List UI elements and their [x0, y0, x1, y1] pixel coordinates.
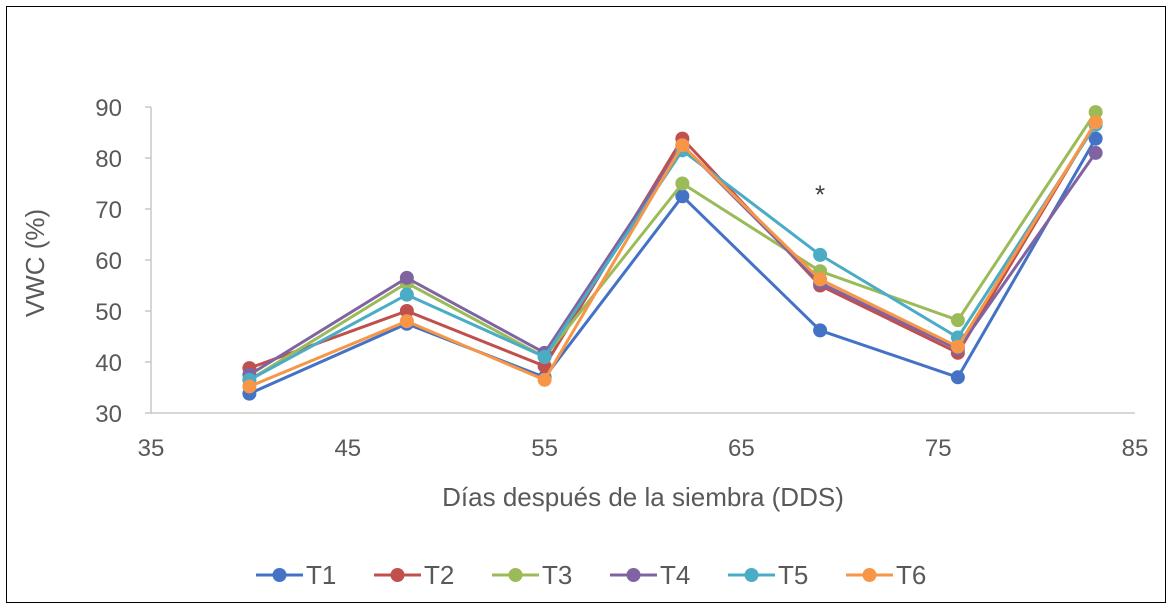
y-tick-labels: 30 40 50 60 70 80 90: [95, 95, 122, 428]
data-point-t1: [675, 189, 690, 204]
data-point-t4: [1088, 145, 1103, 160]
data-point-t6: [537, 372, 552, 387]
axes: [145, 106, 1135, 414]
y-tick-label: 70: [95, 197, 122, 224]
legend: T1 T2 T3 T4 T5 T6: [256, 560, 926, 590]
legend-label: T6: [896, 560, 926, 590]
data-point-t6: [950, 339, 965, 354]
legend-item-t3: T3: [492, 560, 572, 590]
legend-item-t4: T4: [610, 560, 690, 590]
series-layer: [242, 105, 1103, 401]
y-tick-label: 90: [95, 95, 122, 122]
legend-item-t6: T6: [846, 560, 926, 590]
data-point-t3: [950, 313, 965, 328]
y-tick-label: 60: [95, 248, 122, 275]
data-point-t2: [399, 304, 414, 318]
data-point-t6: [399, 314, 414, 329]
y-tick-label: 80: [95, 146, 122, 173]
series-t4: [242, 138, 1103, 382]
y-tick-label: 30: [95, 401, 122, 428]
x-tick-label: 85: [1122, 435, 1149, 462]
legend-label: T2: [424, 560, 454, 590]
data-point-t6: [1088, 115, 1103, 130]
x-tick-label: 55: [531, 435, 558, 462]
x-tick-label: 45: [334, 435, 361, 462]
significance-marker: *: [815, 180, 825, 210]
legend-item-t1: T1: [256, 560, 336, 590]
data-point-t3: [675, 176, 690, 191]
legend-swatch-marker: [508, 568, 523, 582]
legend-label: T3: [542, 560, 572, 590]
legend-label: T4: [660, 560, 690, 590]
series-t1: [242, 131, 1103, 401]
series-t6: [242, 115, 1103, 394]
data-point-t5: [399, 287, 414, 302]
series-line-t1: [248, 137, 1097, 395]
legend-item-t2: T2: [374, 560, 454, 590]
x-tick-labels: 35 45 55 65 75 85: [138, 435, 1149, 462]
series-line-t6: [248, 121, 1097, 388]
data-point-t6: [675, 138, 690, 153]
data-point-t4: [399, 270, 414, 285]
legend-label: T1: [306, 560, 336, 590]
series-t3: [242, 105, 1103, 387]
legend-swatch-marker: [862, 568, 877, 582]
y-tick-label: 50: [95, 299, 122, 326]
data-point-t1: [950, 370, 965, 385]
legend-swatch-marker: [272, 568, 287, 582]
data-point-t1: [1088, 131, 1103, 146]
data-point-t3: [1088, 105, 1103, 120]
legend-swatch-marker: [744, 568, 759, 582]
x-tick-label: 65: [728, 435, 755, 462]
y-tick-label: 40: [95, 350, 122, 377]
x-axis-title: Días después de la siembra (DDS): [442, 482, 844, 512]
x-tick-label: 75: [925, 435, 952, 462]
data-point-t5: [537, 349, 552, 364]
data-point-t5: [813, 247, 828, 262]
y-axis-title: VWC (%): [20, 209, 50, 317]
data-point-t6: [813, 272, 828, 287]
legend-item-t5: T5: [728, 560, 808, 590]
data-point-t6: [242, 379, 257, 394]
series-line-t4: [248, 143, 1097, 377]
data-point-t1: [813, 323, 828, 338]
legend-swatch-marker: [626, 568, 641, 582]
legend-label: T5: [778, 560, 808, 590]
legend-swatch-marker: [390, 568, 405, 582]
annotations: *: [815, 180, 825, 210]
x-tick-label: 35: [138, 435, 165, 462]
